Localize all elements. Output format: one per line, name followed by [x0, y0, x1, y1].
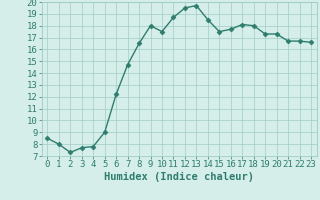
- X-axis label: Humidex (Indice chaleur): Humidex (Indice chaleur): [104, 172, 254, 182]
